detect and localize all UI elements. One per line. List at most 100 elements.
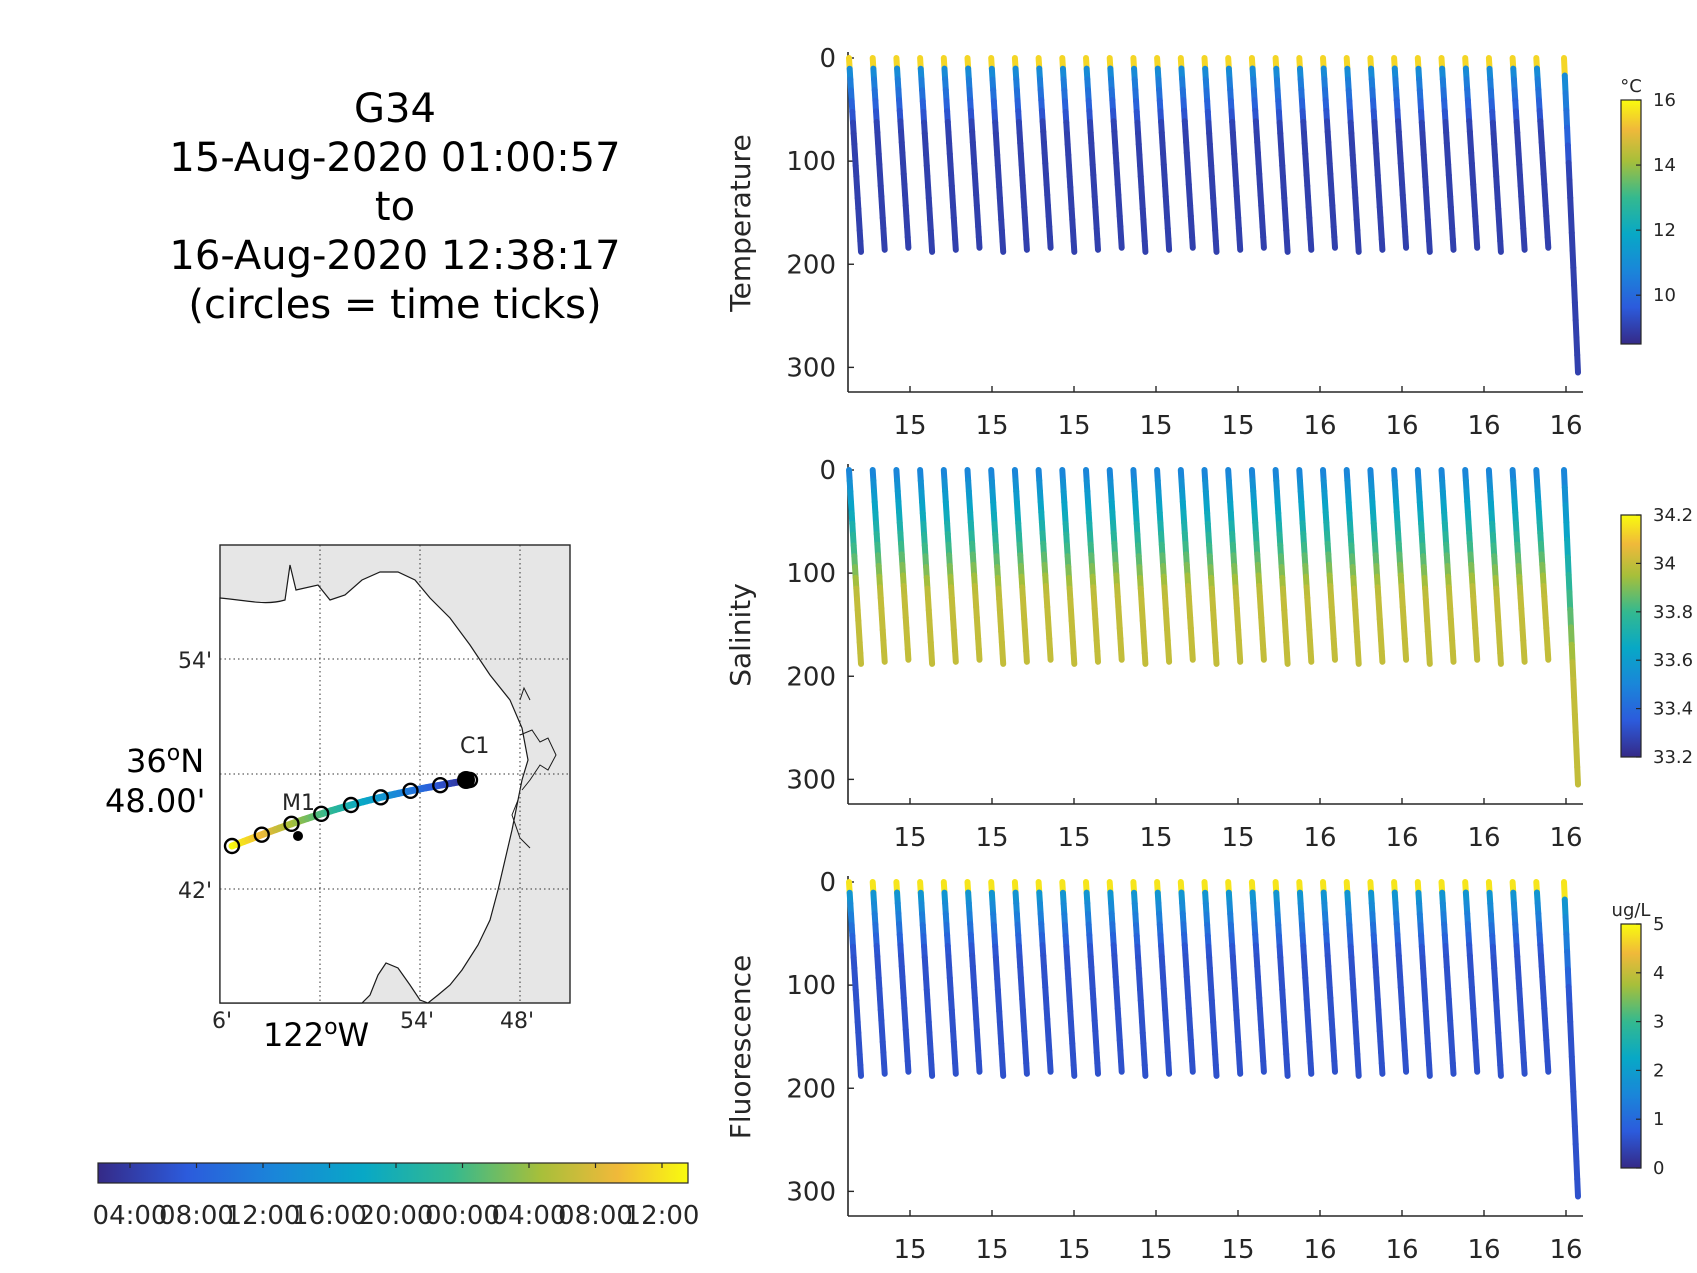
- y-tick-label: 100: [786, 971, 836, 1001]
- profile-segment: [1520, 236, 1528, 253]
- profile-segment: [1331, 646, 1338, 663]
- profile-segment: [1141, 238, 1149, 255]
- station-label-m1: M1: [282, 791, 315, 816]
- profile-segment: [1236, 648, 1244, 665]
- profile-segment: [1378, 236, 1386, 253]
- title-line: 16-Aug-2020 12:38:17: [169, 233, 620, 279]
- time-tick-circle: [253, 826, 270, 843]
- profile-segment: [1094, 1060, 1101, 1077]
- profile-segment: [1520, 1060, 1528, 1077]
- profile-segment: [1426, 650, 1433, 667]
- profile-segment: [952, 648, 959, 665]
- profile-segment: [881, 648, 888, 665]
- colorbar-tick-label: 33.2: [1653, 747, 1693, 768]
- x-tick-label: 16: [1549, 1235, 1582, 1265]
- profile-segment: [1046, 646, 1054, 663]
- profile-segment: [1283, 650, 1291, 667]
- x-tick-label: 15: [975, 411, 1008, 441]
- profile-segment: [904, 234, 912, 251]
- x-tick-label: 16: [1549, 411, 1582, 441]
- profile-segment: [1497, 238, 1504, 255]
- time-colorbar-tick-label: 12:00: [625, 1201, 700, 1231]
- profile-segment: [1378, 648, 1386, 665]
- y-tick-label: 0: [819, 868, 836, 898]
- title-line: 15-Aug-2020 01:00:57: [169, 135, 620, 181]
- profile-segment: [1260, 1058, 1267, 1075]
- profile-segment: [1236, 1060, 1244, 1077]
- salinity-panel: 0 100 200 300 15 15 15 15 15 16 16 16 16 Salinity 34.2…: [724, 456, 1693, 853]
- profile-segment: [928, 650, 936, 667]
- y-tick-label: 300: [786, 1177, 836, 1207]
- x-tick-label: 15: [893, 411, 926, 441]
- x-tick-label: 15: [1139, 1235, 1172, 1265]
- profile-segment: [1402, 1058, 1410, 1075]
- colorbar-tick-label: 4: [1653, 963, 1664, 984]
- x-tick-label: 16: [1303, 823, 1336, 853]
- profile-segment: [1574, 764, 1581, 788]
- profile-segment: [1118, 1058, 1125, 1075]
- colorbar-tick-label: 16: [1653, 90, 1676, 111]
- profile-segment: [1355, 1062, 1362, 1079]
- profile-segment: [1544, 1058, 1552, 1075]
- profile-segment: [904, 646, 912, 663]
- profile-segment: [857, 650, 864, 667]
- profile-segment: [1094, 648, 1101, 665]
- colorbar: [1620, 923, 1642, 1169]
- colorbar: [1620, 99, 1642, 345]
- profile-segment: [1165, 236, 1173, 253]
- y-tick-label: 300: [786, 765, 836, 795]
- profile-segment: [1378, 1060, 1386, 1077]
- lon-tick-54: 54': [400, 1009, 434, 1034]
- profile-segment: [1189, 234, 1196, 251]
- station-marker-c1: [457, 771, 475, 789]
- y-tick-label: 200: [786, 1074, 836, 1104]
- profile-segment: [1331, 234, 1338, 251]
- lon-tick-6: 6': [212, 1009, 232, 1034]
- title-line: G34: [354, 86, 436, 132]
- profile-segment: [857, 1062, 864, 1079]
- x-tick-label: 16: [1385, 1235, 1418, 1265]
- x-tick-label: 15: [1057, 411, 1090, 441]
- profile-segment: [1544, 234, 1552, 251]
- profile-segment: [975, 1058, 983, 1075]
- x-tick-label: 16: [1549, 823, 1582, 853]
- profile-segment: [857, 238, 864, 255]
- profile-segment: [1141, 1062, 1149, 1079]
- profile-segment: [1023, 1060, 1030, 1077]
- colorbar-tick-label: 2: [1653, 1060, 1664, 1081]
- profile-segment: [999, 238, 1007, 255]
- profile-segment: [975, 646, 983, 663]
- x-tick-label: 15: [893, 1235, 926, 1265]
- profile-segment: [1023, 236, 1030, 253]
- title-line: (circles = time ticks): [188, 282, 601, 328]
- time-colorbar: 04:0008:0012:0016:0020:0000:0004:0008:00…: [93, 1162, 700, 1231]
- temperature-panel: 0 100 200 300 15 15 15 15 15 16 16 16 16 Temperature °…: [724, 44, 1676, 441]
- profile-segment: [1023, 648, 1030, 665]
- y-tick-label: 200: [786, 662, 836, 692]
- profile-segment: [1426, 1062, 1433, 1079]
- lon-center-deg: 122: [263, 1016, 324, 1054]
- profile-segment: [1070, 650, 1078, 667]
- profile-segment: [881, 1060, 888, 1077]
- time-colorbar-tick-label: 04:00: [93, 1201, 168, 1231]
- profile-segment: [1118, 234, 1125, 251]
- profile-segment: [1307, 1060, 1315, 1077]
- colorbar: [1620, 514, 1642, 758]
- station-marker-m1: [293, 831, 303, 841]
- x-tick-label: 15: [1057, 823, 1090, 853]
- water-area: [219, 564, 529, 1004]
- lat-center-sup: o: [167, 741, 180, 766]
- lat-center-deg: 36: [126, 742, 167, 780]
- lon-center-dir: W: [338, 1016, 370, 1054]
- profile-segment: [1473, 1058, 1481, 1075]
- profile-segment: [1402, 646, 1410, 663]
- profile-segment: [1046, 1058, 1054, 1075]
- time-tick-circle: [283, 815, 300, 833]
- profile-segment: [904, 1058, 912, 1075]
- profile-segment: [1544, 646, 1552, 663]
- time-tick-circle: [402, 782, 419, 800]
- time-colorbar-tick-label: 20:00: [359, 1201, 434, 1231]
- profile-segment: [1307, 236, 1315, 253]
- colorbar-tick-label: 0: [1653, 1158, 1664, 1179]
- lon-tick-48: 48': [500, 1009, 534, 1034]
